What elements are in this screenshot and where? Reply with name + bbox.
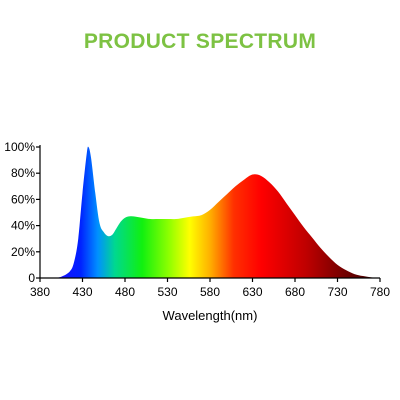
y-tick-label: 0	[28, 271, 35, 285]
y-tick-label: 80%	[11, 166, 35, 180]
chart-title: PRODUCT SPECTRUM	[83, 30, 317, 53]
x-tick-label: 480	[115, 285, 135, 299]
x-axis-label: Wavelength(nm)	[163, 308, 258, 323]
y-tick-label: 20%	[11, 245, 35, 259]
y-tick-label: 40%	[11, 219, 35, 233]
x-tick-label: 530	[157, 285, 177, 299]
x-tick-label: 380	[30, 285, 50, 299]
x-tick-label: 630	[242, 285, 262, 299]
x-tick-label: 430	[72, 285, 92, 299]
x-tick-label: 580	[200, 285, 220, 299]
y-tick-label: 100%	[4, 140, 35, 154]
x-tick-label: 780	[370, 285, 390, 299]
x-tick-label: 680	[285, 285, 305, 299]
y-tick-label: 60%	[11, 192, 35, 206]
spectrum-area	[52, 146, 380, 278]
x-tick-label: 730	[327, 285, 347, 299]
